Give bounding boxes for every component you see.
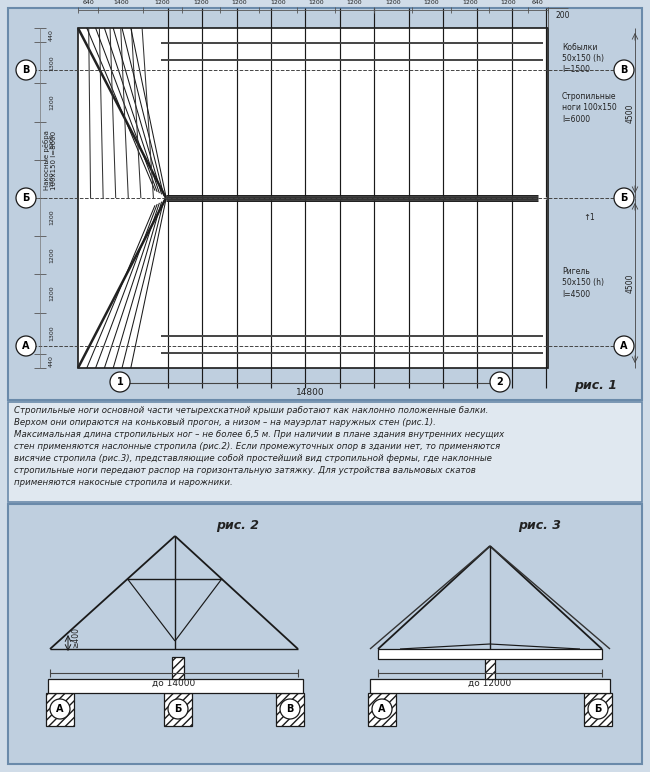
- Bar: [8, 8, 642, 400]
- Text: 14800: 14800: [296, 388, 324, 397]
- Circle shape: [16, 60, 36, 80]
- Circle shape: [490, 372, 510, 392]
- Text: 1200: 1200: [270, 0, 285, 5]
- Text: рис. 2: рис. 2: [216, 519, 259, 532]
- Text: Стропильные ноги основной части четырехскатной крыши работают как наклонно полож: Стропильные ноги основной части четырехс…: [14, 406, 504, 486]
- Text: 2: 2: [497, 377, 503, 387]
- Text: А: А: [378, 704, 385, 714]
- Text: 440: 440: [49, 355, 54, 367]
- Text: 1200: 1200: [193, 0, 209, 5]
- Bar: [378, 649, 602, 659]
- Circle shape: [110, 372, 130, 392]
- Bar: [8, 504, 642, 764]
- Circle shape: [372, 699, 392, 719]
- Circle shape: [168, 699, 188, 719]
- Text: 1300: 1300: [49, 326, 54, 341]
- Text: А: А: [22, 341, 30, 351]
- Text: 1: 1: [116, 377, 124, 387]
- Text: 640: 640: [83, 0, 94, 5]
- Text: Б: Б: [620, 193, 628, 203]
- Text: 1: 1: [590, 213, 594, 222]
- Text: Накосные рёбра
100х150 l=8600: Накосные рёбра 100х150 l=8600: [43, 130, 57, 190]
- Text: В: В: [620, 65, 628, 75]
- Text: 1200: 1200: [155, 0, 170, 5]
- Text: В: В: [286, 704, 294, 714]
- Bar: [48, 679, 303, 693]
- Circle shape: [16, 188, 36, 208]
- Text: Кобылки
50х150 (h)
l=1500: Кобылки 50х150 (h) l=1500: [562, 43, 604, 74]
- Text: 1200: 1200: [49, 209, 54, 225]
- Bar: [584, 693, 612, 726]
- Text: 1200: 1200: [49, 248, 54, 263]
- Text: Б: Б: [174, 704, 182, 714]
- Text: 1200: 1200: [49, 171, 54, 187]
- Circle shape: [280, 699, 300, 719]
- Bar: [46, 693, 74, 726]
- Text: 4500: 4500: [625, 103, 634, 123]
- Bar: [368, 693, 396, 726]
- Text: 200: 200: [556, 12, 571, 21]
- Text: 1200: 1200: [49, 133, 54, 148]
- Text: В: В: [22, 65, 30, 75]
- Text: Стропильные
ноги 100х150
l=6000: Стропильные ноги 100х150 l=6000: [562, 93, 617, 124]
- Text: ≥400: ≥400: [71, 628, 80, 648]
- Circle shape: [614, 60, 634, 80]
- Text: 1200: 1200: [308, 0, 324, 5]
- Text: 1200: 1200: [424, 0, 439, 5]
- Circle shape: [614, 188, 634, 208]
- Circle shape: [50, 699, 70, 719]
- Text: до 14000: до 14000: [152, 679, 196, 688]
- Text: 1300: 1300: [49, 55, 54, 70]
- Text: 1200: 1200: [385, 0, 401, 5]
- Bar: [8, 402, 642, 502]
- Text: ↑: ↑: [584, 213, 590, 222]
- Text: А: А: [57, 704, 64, 714]
- Text: 1200: 1200: [231, 0, 247, 5]
- Text: Б: Б: [594, 704, 602, 714]
- Bar: [485, 657, 495, 679]
- Bar: [172, 657, 184, 679]
- Text: рис. 1: рис. 1: [574, 379, 617, 392]
- Text: Ригель
50х150 (h)
l=4500: Ригель 50х150 (h) l=4500: [562, 267, 604, 299]
- Text: 4500: 4500: [625, 273, 634, 293]
- Text: 440: 440: [49, 29, 54, 41]
- Text: 1200: 1200: [500, 0, 516, 5]
- Bar: [276, 693, 304, 726]
- Text: до 12000: до 12000: [469, 679, 512, 688]
- Circle shape: [588, 699, 608, 719]
- Circle shape: [16, 336, 36, 356]
- Text: Б: Б: [22, 193, 30, 203]
- Text: 1200: 1200: [49, 286, 54, 301]
- Circle shape: [614, 336, 634, 356]
- Bar: [164, 693, 192, 726]
- Text: 640: 640: [532, 0, 543, 5]
- Bar: [78, 28, 548, 368]
- Text: рис. 3: рис. 3: [518, 519, 561, 532]
- Text: 1400: 1400: [113, 0, 129, 5]
- Text: 1200: 1200: [347, 0, 363, 5]
- Text: 1200: 1200: [462, 0, 478, 5]
- Bar: [370, 679, 610, 693]
- Text: А: А: [620, 341, 628, 351]
- Text: 1200: 1200: [49, 95, 54, 110]
